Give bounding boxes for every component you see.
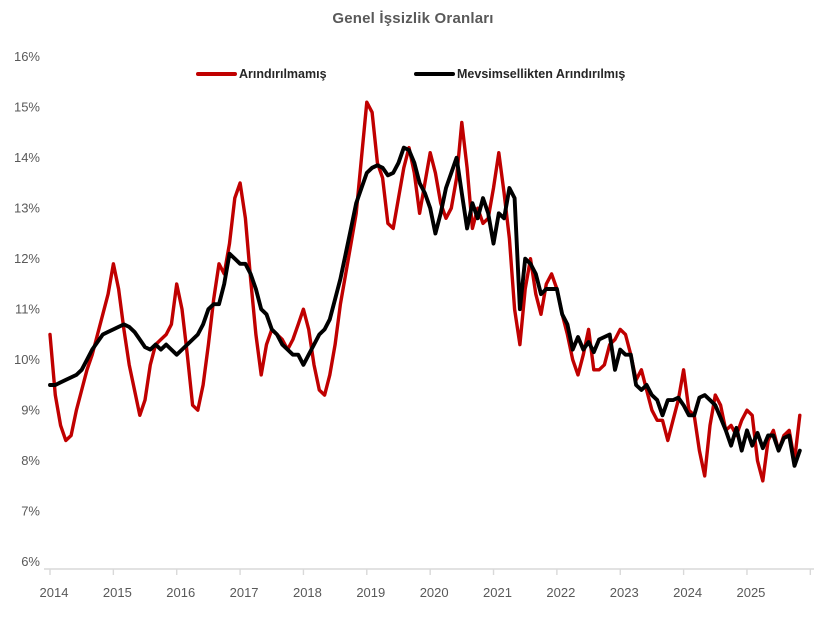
legend-line-swatch-unadjusted: [196, 71, 237, 77]
series-line-unadjusted: [48, 100, 802, 483]
y-axis-label: 12%: [14, 251, 40, 266]
x-axis-label: 2015: [103, 585, 132, 600]
legend-label-unadjusted: Arındırılmamış: [239, 67, 327, 81]
x-axis-label: 2022: [546, 585, 575, 600]
series-line-seasonally-adjusted: [48, 145, 802, 468]
x-axis-label: 2017: [230, 585, 259, 600]
y-axis-label: 15%: [14, 100, 40, 115]
chart-title: Genel İşsizlik Oranları: [332, 10, 494, 27]
y-axis-label: 11%: [15, 302, 40, 317]
x-axis-label: 2018: [293, 585, 322, 600]
x-axis-label: 2020: [420, 585, 449, 600]
x-axis-label: 2024: [673, 585, 702, 600]
y-axis-label: 7%: [21, 504, 40, 519]
y-axis-label: 8%: [21, 453, 40, 468]
legend-item-seasonally-adjusted: Mevsimsellikten Arındırılmış: [414, 66, 625, 82]
x-axis-label: 2025: [736, 585, 765, 600]
y-axis-label: 16%: [14, 49, 40, 64]
y-axis-label: 9%: [21, 403, 40, 418]
x-axis-label: 2016: [166, 585, 195, 600]
y-axis-label: 6%: [21, 554, 40, 569]
y-axis-label: 10%: [14, 352, 40, 367]
y-axis-label: 13%: [14, 201, 40, 216]
legend-item-unadjusted: Arındırılmamış: [196, 66, 327, 82]
x-axis-label: 2023: [610, 585, 639, 600]
x-axis-label: 2021: [483, 585, 512, 600]
legend-line-swatch-seasonally-adjusted: [414, 71, 455, 77]
y-axis-label: 14%: [14, 150, 40, 165]
legend-label-seasonally-adjusted: Mevsimsellikten Arındırılmış: [457, 67, 626, 81]
x-axis-label: 2014: [40, 585, 69, 600]
x-axis-label: 2019: [356, 585, 385, 600]
